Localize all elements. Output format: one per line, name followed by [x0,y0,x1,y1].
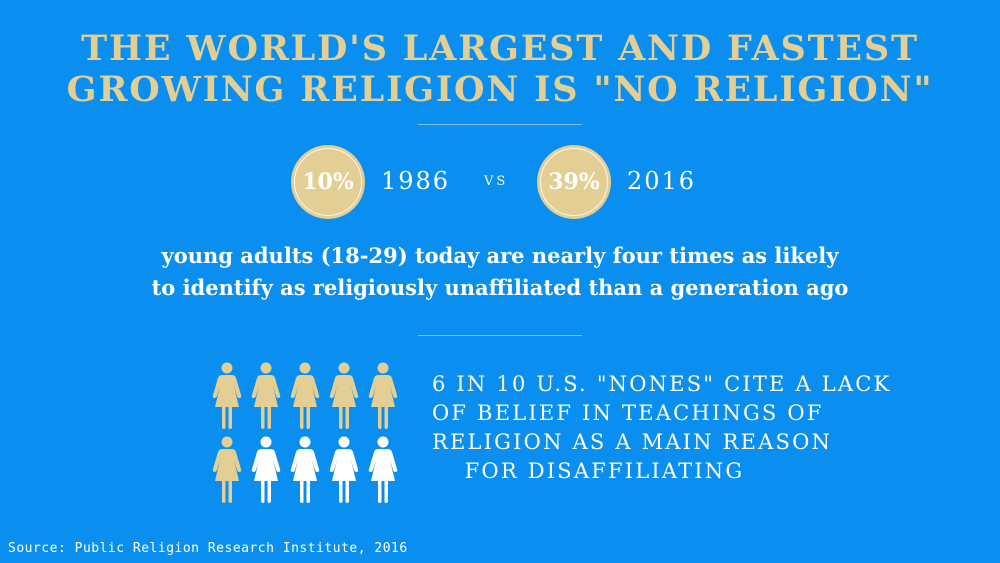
person-icon [251,362,281,429]
versus-label: VS [484,174,509,189]
title-line-1: THE WORLD'S LARGEST AND FASTEST [81,28,919,69]
nones-statistic: 6 IN 10 U.S. "NONES" CITE A LACK OF BELI… [432,370,892,486]
year-1986: 1986 [381,167,451,195]
title-line-2: GROWING RELIGION IS "NO RELIGION" [66,69,934,110]
person-icon [368,362,398,429]
person-icon [290,436,320,503]
infographic-title: THE WORLD'S LARGEST AND FASTEST GROWING … [0,28,1000,110]
middle-divider [418,335,582,336]
person-icon [212,362,242,429]
subtitle-line-2: to identify as religiously unaffiliated … [151,275,849,300]
person-icon [212,436,242,503]
person-icon [329,436,359,503]
person-icon [368,436,398,503]
percent-2016: 39% [548,169,600,195]
stat-line-2: OF BELIEF IN TEACHINGS OF [432,401,824,425]
stat-line-3: RELIGION AS A MAIN REASON [432,430,833,454]
source-note: Source: Public Religion Research Institu… [8,541,408,556]
percent-badge-2016: 39% [537,145,611,219]
person-icon [290,362,320,429]
top-divider [418,124,582,125]
stat-line-1: 6 IN 10 U.S. "NONES" CITE A LACK [432,372,892,396]
subtitle-line-1: young adults (18-29) today are nearly fo… [161,243,839,268]
percent-1986: 10% [302,169,354,195]
stat-line-4: FOR DISAFFILIATING [464,459,745,483]
person-icon [251,436,281,503]
year-2016: 2016 [627,167,697,195]
subtitle: young adults (18-29) today are nearly fo… [0,240,1000,304]
person-icon [329,362,359,429]
percent-badge-1986: 10% [291,145,365,219]
